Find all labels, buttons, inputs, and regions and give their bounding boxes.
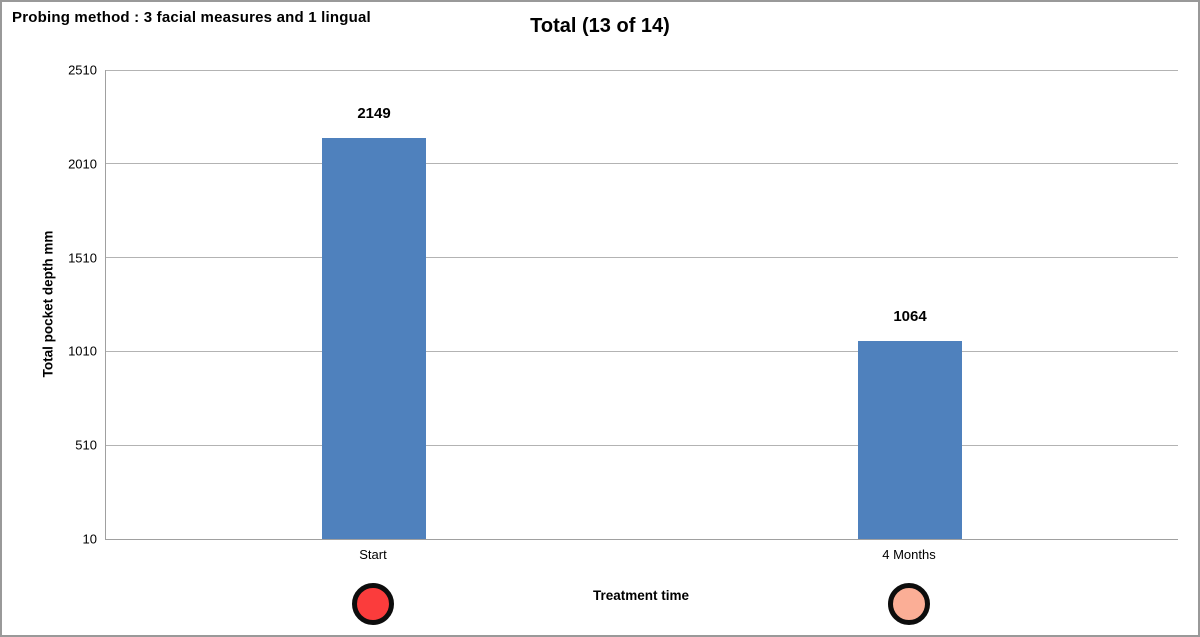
y-tick-label: 10 — [82, 531, 97, 547]
gridline — [106, 69, 1178, 71]
y-tick-label: 510 — [75, 437, 97, 453]
category-label: 4 Months — [882, 547, 936, 562]
gridline — [106, 163, 1178, 165]
y-tick-label: 1010 — [68, 343, 97, 359]
gridline — [106, 257, 1178, 259]
chart-title: Total (13 of 14) — [530, 15, 670, 37]
bar-value-label: 2149 — [357, 104, 391, 122]
red-circle-marker — [352, 583, 394, 625]
y-tick-label: 2010 — [68, 156, 97, 172]
gridline — [106, 444, 1178, 446]
x-axis-title: Treatment time — [592, 588, 690, 603]
category-label: Start — [359, 547, 387, 562]
y-axis-ticks: 10 510 1010 1510 2010 2510 — [2, 64, 97, 546]
salmon-circle-marker — [888, 583, 930, 625]
plot-area: 2149 1064 — [105, 69, 1178, 540]
bar-value-label: 1064 — [893, 308, 927, 326]
bar-start — [322, 137, 426, 539]
y-tick-label: 1510 — [68, 250, 97, 266]
y-tick-label: 2510 — [68, 62, 97, 78]
bar-4-months — [858, 341, 962, 539]
probing-method-note: Probing method : 3 facial measures and 1… — [12, 9, 371, 26]
gridline — [106, 350, 1178, 352]
